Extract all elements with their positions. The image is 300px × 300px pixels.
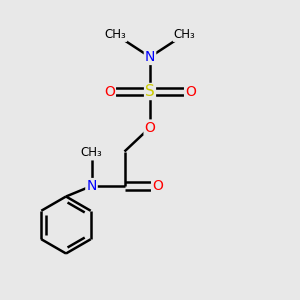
- Text: O: O: [104, 85, 115, 98]
- Text: CH₃: CH₃: [174, 28, 195, 41]
- Text: CH₃: CH₃: [81, 146, 102, 160]
- Text: O: O: [145, 121, 155, 134]
- Text: S: S: [145, 84, 155, 99]
- Text: N: N: [86, 179, 97, 193]
- Text: N: N: [145, 50, 155, 64]
- Text: O: O: [185, 85, 196, 98]
- Text: CH₃: CH₃: [105, 28, 126, 41]
- Text: O: O: [152, 179, 163, 193]
